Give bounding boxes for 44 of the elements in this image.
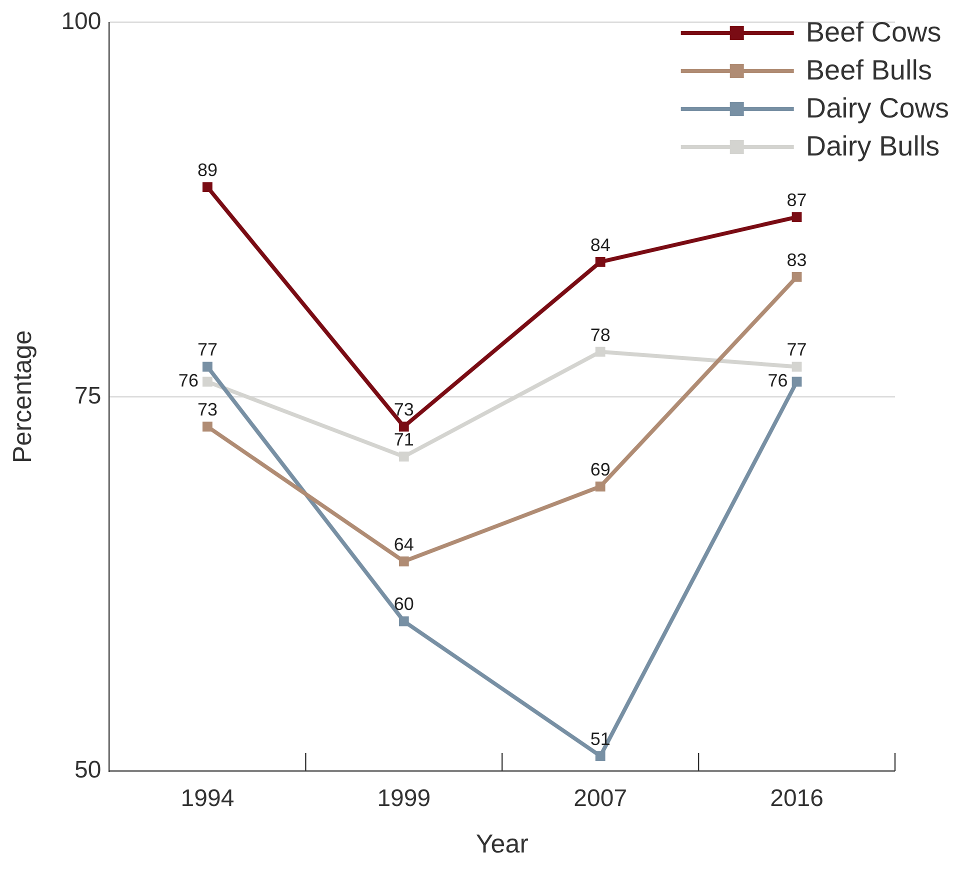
legend-label: Beef Cows [806, 16, 942, 48]
data-label: 83 [786, 250, 807, 270]
data-label: 76 [768, 370, 788, 391]
point [398, 616, 409, 626]
point [792, 272, 802, 282]
data-label: 78 [590, 324, 610, 345]
data-label: 77 [197, 340, 218, 360]
point [202, 376, 212, 387]
x-tick-label: 2016 [770, 785, 824, 812]
point [595, 482, 606, 492]
x-tick-label: 1994 [180, 785, 234, 812]
data-label: 89 [197, 160, 218, 180]
point [792, 362, 802, 372]
data-label: 76 [178, 370, 198, 391]
point [398, 556, 409, 566]
point [595, 346, 606, 357]
x-axis-title: Year [476, 828, 529, 859]
x-tick-label: 1999 [377, 785, 431, 812]
data-label: 73 [197, 400, 218, 420]
y-tick-label: 50 [74, 756, 102, 784]
data-label: 84 [590, 234, 610, 255]
x-tick-label: 2007 [574, 785, 628, 812]
y-tick-label: 75 [74, 382, 102, 410]
legend-label: Dairy Bulls [806, 130, 940, 162]
data-label: 71 [394, 430, 414, 450]
point [792, 212, 802, 222]
point [202, 422, 212, 432]
data-label: 69 [590, 460, 610, 480]
point [202, 182, 212, 192]
point [595, 257, 606, 267]
point [792, 376, 802, 387]
data-label: 87 [786, 190, 807, 210]
y-axis-title: Percentage [6, 330, 37, 464]
y-tick-label: 100 [61, 8, 102, 36]
data-label: 73 [394, 400, 414, 420]
legend-label: Beef Bulls [806, 54, 932, 86]
point [398, 422, 409, 432]
point [202, 362, 212, 372]
data-label: 60 [394, 594, 414, 614]
legend-label: Dairy Cows [806, 92, 950, 124]
data-label: 77 [786, 340, 807, 360]
point [595, 751, 606, 761]
point [398, 452, 409, 462]
data-label: 64 [394, 534, 414, 554]
